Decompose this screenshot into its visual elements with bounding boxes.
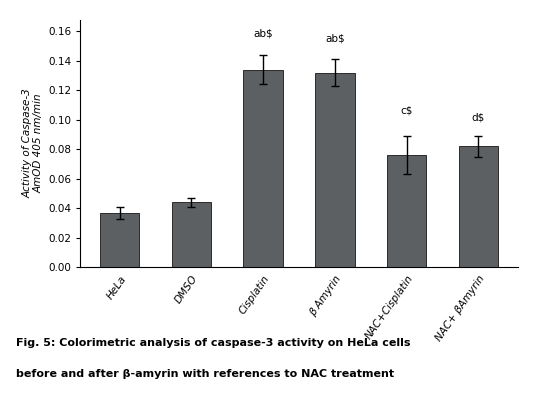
Bar xyxy=(100,213,139,267)
Text: before and after β-amyrin with references to NAC treatment: before and after β-amyrin with reference… xyxy=(16,369,394,379)
Text: c$: c$ xyxy=(400,105,413,116)
Text: ab$: ab$ xyxy=(325,33,345,43)
Text: d$: d$ xyxy=(472,113,485,123)
Bar xyxy=(244,70,283,267)
Bar xyxy=(315,73,355,267)
Bar xyxy=(172,202,211,267)
Bar xyxy=(459,146,498,267)
Bar xyxy=(387,155,426,267)
Text: ab$: ab$ xyxy=(253,29,273,39)
Text: Fig. 5: Colorimetric analysis of caspase-3 activity on HeLa cells: Fig. 5: Colorimetric analysis of caspase… xyxy=(16,338,411,348)
Y-axis label: Activity of Caspase-3
AmOD 405 nm/min: Activity of Caspase-3 AmOD 405 nm/min xyxy=(22,88,44,198)
